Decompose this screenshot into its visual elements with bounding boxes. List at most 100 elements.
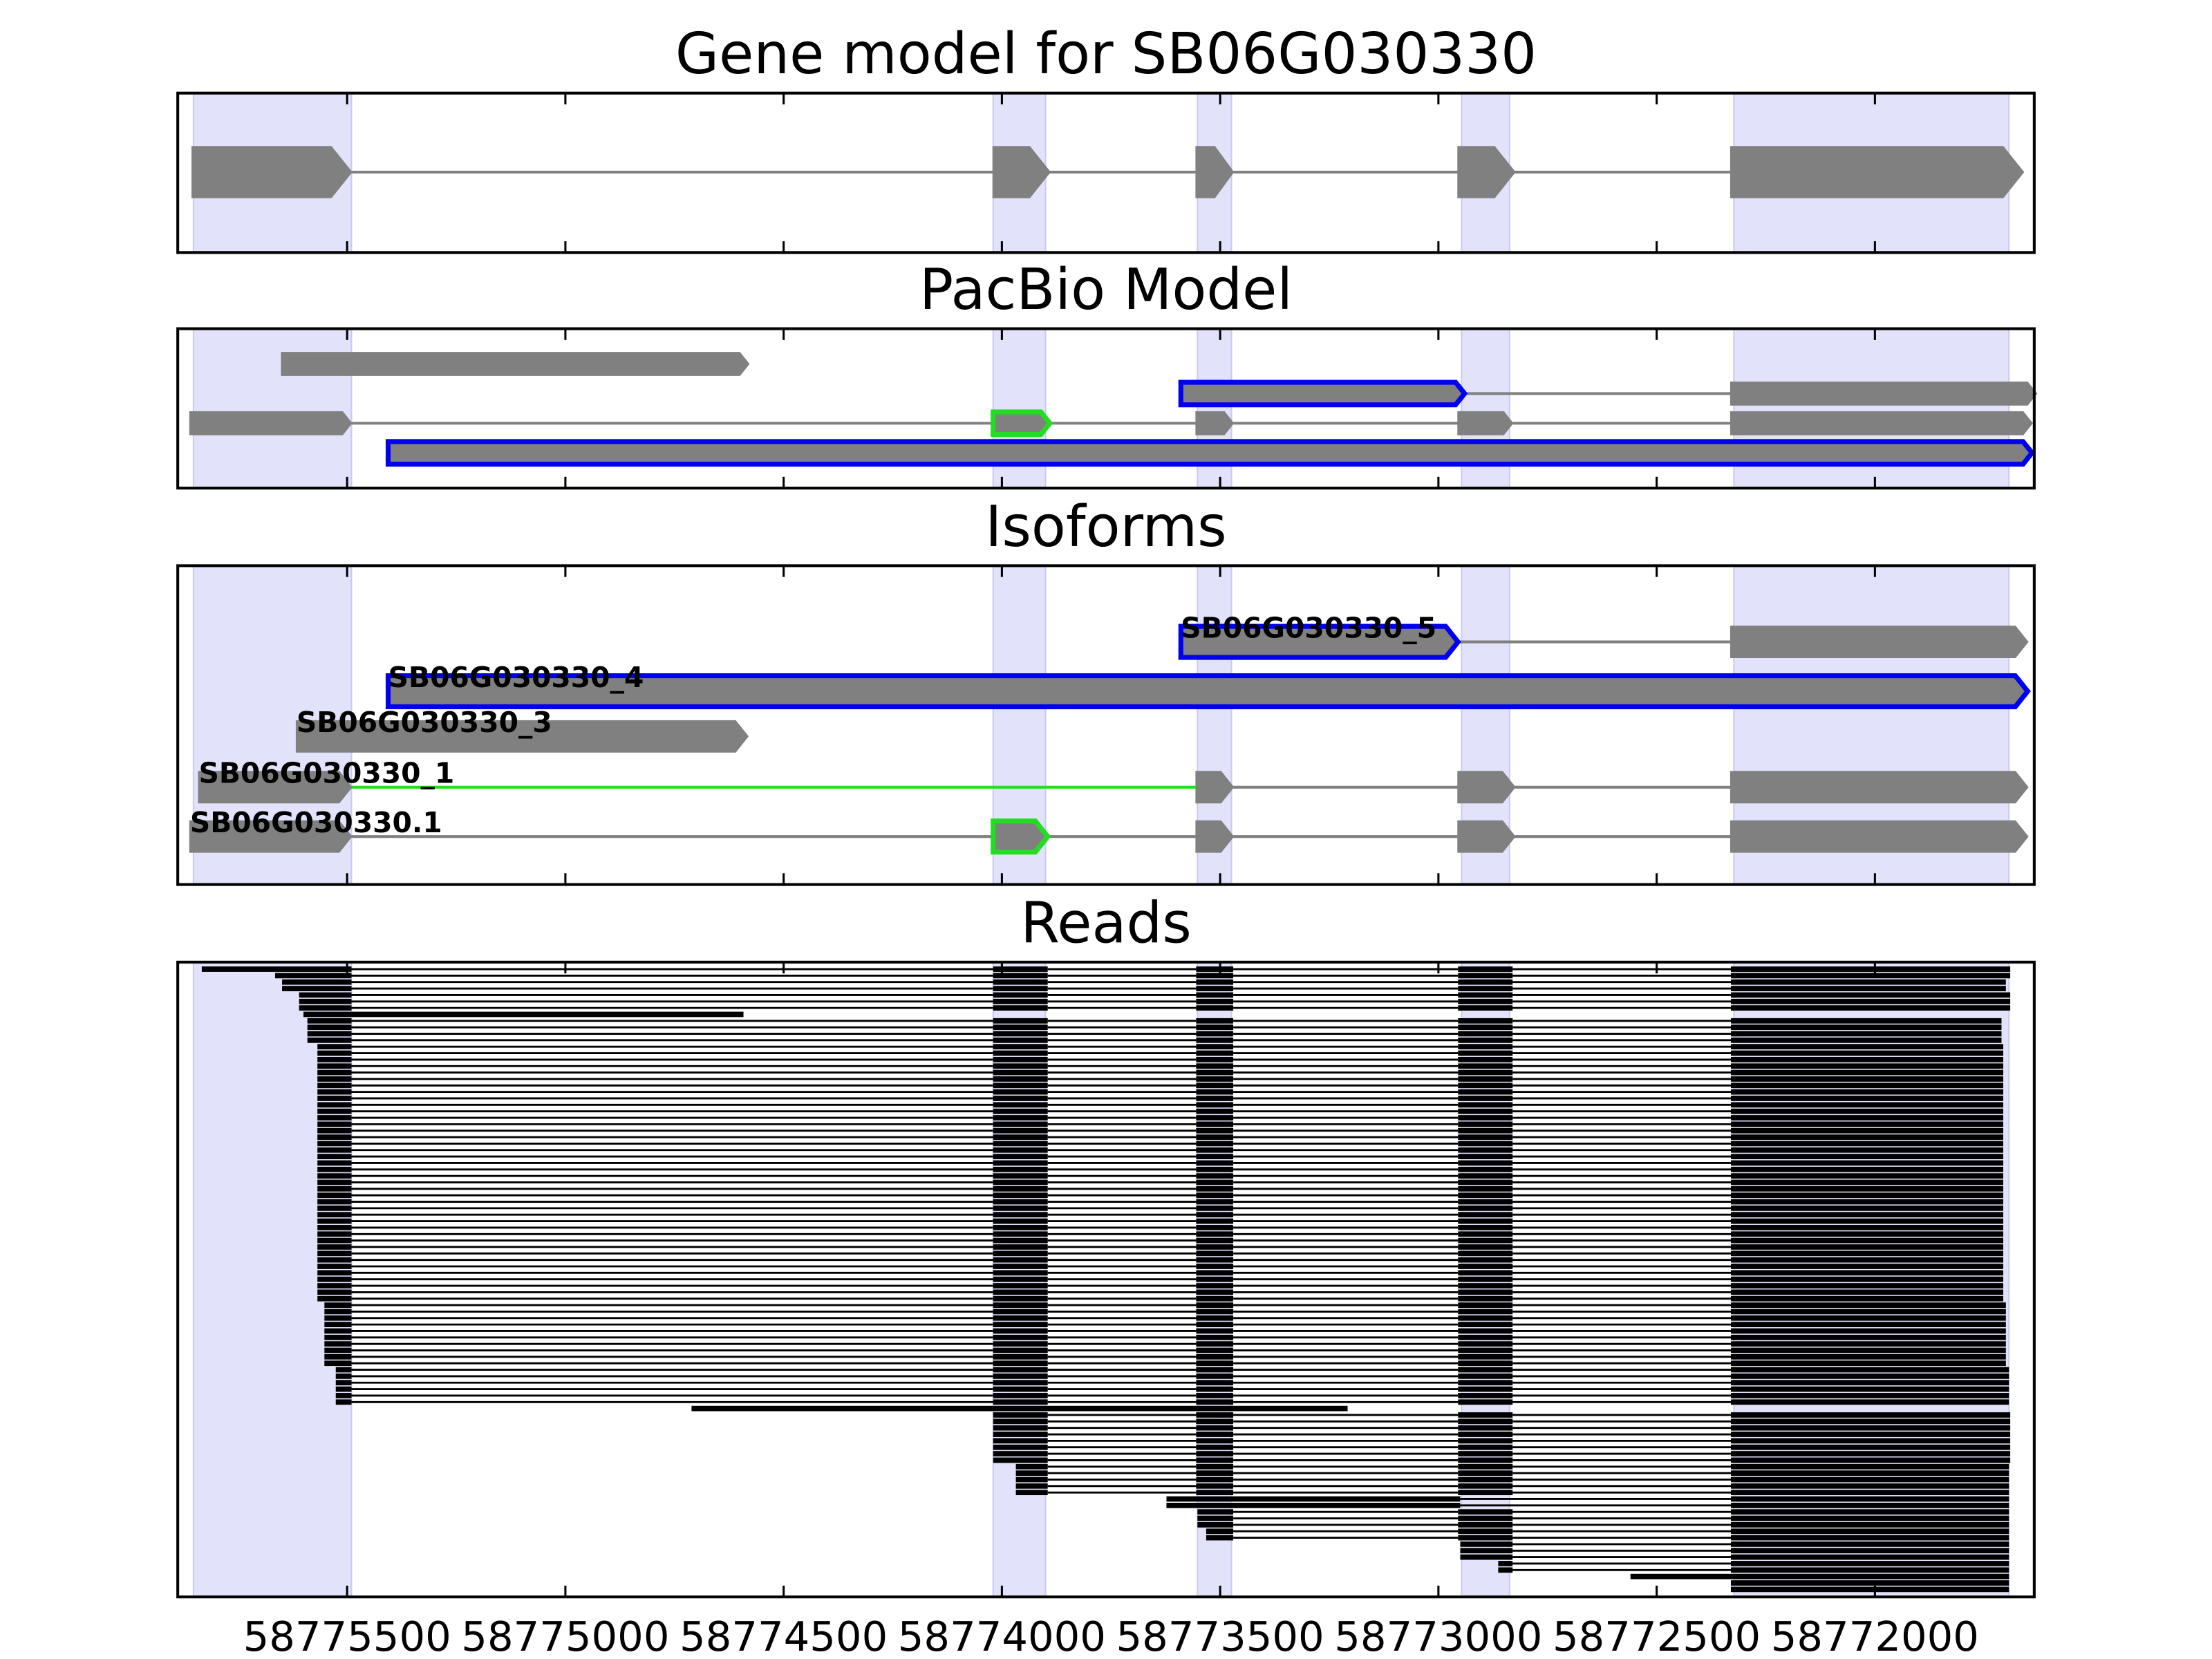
read-exon: [1458, 1166, 1513, 1172]
isoform-label: SB06G030330_5: [1181, 611, 1436, 644]
read-exon: [1196, 1315, 1234, 1321]
read-exon: [1730, 1283, 2004, 1288]
read-exon: [993, 1295, 1048, 1302]
read-exon: [1458, 1283, 1513, 1288]
read-exon: [317, 1270, 352, 1276]
read-exon: [1730, 1108, 2004, 1114]
read-exon: [1730, 1250, 2004, 1257]
read-exon: [1730, 1192, 2004, 1199]
read-exon: [993, 1399, 1048, 1405]
read-exon: [1458, 1444, 1513, 1450]
read-exon: [1196, 1463, 1234, 1470]
read-exon: [1458, 1451, 1513, 1456]
exon: [189, 411, 353, 435]
read-exon: [317, 1102, 352, 1108]
read-exon: [317, 1069, 352, 1076]
read-exon: [317, 1244, 352, 1250]
read-exon: [1196, 1470, 1234, 1476]
read-group: [335, 1367, 2009, 1405]
read-exon: [1196, 1063, 1234, 1069]
read-exon: [1196, 1367, 1234, 1373]
read-exon: [1730, 1044, 2004, 1050]
read-exon: [993, 1057, 1048, 1062]
read-exon: [993, 986, 1048, 991]
read-exon: [993, 1374, 1048, 1379]
read-exon: [1458, 1031, 1513, 1037]
transcript: [385, 439, 2036, 467]
read-exon: [1458, 1231, 1513, 1237]
exon: [1457, 411, 1514, 435]
read-exon: [1458, 1089, 1513, 1095]
read-exon: [993, 1283, 1048, 1288]
read-exon: [1730, 1393, 2009, 1398]
read-exon: [1730, 1535, 2009, 1541]
read-exon: [1458, 1528, 1513, 1535]
read-exon: [1730, 1496, 2009, 1502]
transcript: [281, 352, 750, 376]
read-exon: [1196, 1451, 1234, 1456]
read-exon: [1730, 1380, 2009, 1386]
read-exon: [1196, 992, 1234, 998]
read-exon: [1196, 1250, 1234, 1257]
read-exon: [317, 1264, 352, 1269]
read-exon: [1196, 1166, 1234, 1172]
read-exon: [1196, 973, 1234, 979]
read-exon: [1458, 1206, 1513, 1211]
exon: [992, 146, 1051, 198]
read-exon: [1730, 1425, 2011, 1431]
exon: [1178, 624, 1461, 660]
read-exon: [1458, 1334, 1513, 1340]
read-exon: [1458, 1490, 1513, 1496]
read-exon: [1730, 1154, 2004, 1159]
read-exon: [324, 1353, 352, 1360]
panel-title: Isoforms: [985, 494, 1226, 560]
read-exon: [1730, 1457, 2011, 1463]
read-exon: [1730, 1289, 2004, 1295]
exon: [189, 820, 353, 853]
read-exon: [1196, 1024, 1234, 1031]
read-exon: [1730, 998, 2011, 1004]
transcript: [189, 409, 2034, 438]
panel: PacBio Model: [176, 257, 2038, 490]
read-exon: [1458, 1160, 1513, 1166]
read-exon: [1730, 1057, 2004, 1062]
x-tick-label: 58774000: [898, 1613, 1106, 1659]
read-exon: [993, 1179, 1048, 1185]
read-exon: [324, 1315, 352, 1321]
read-exon: [1730, 1586, 2009, 1593]
read-exon: [317, 1096, 352, 1101]
read-exon: [1458, 973, 1513, 979]
read-exon: [1196, 966, 1234, 972]
read-exon: [1730, 1166, 2004, 1172]
read-exon: [993, 966, 1048, 972]
exon: [1457, 820, 1516, 853]
read-exon: [1196, 1295, 1234, 1302]
read-exon: [1730, 1185, 2004, 1192]
read-exon: [993, 1082, 1048, 1089]
read-group: [1630, 1573, 2009, 1580]
read-exon: [1458, 1353, 1513, 1360]
read-group: [993, 1412, 2011, 1463]
read-exon: [1730, 1270, 2004, 1276]
read-exon: [1196, 1353, 1234, 1360]
read-exon: [1730, 1463, 2009, 1470]
panel-title: Reads: [1020, 890, 1192, 956]
transcript: [1178, 379, 2038, 408]
read-exon: [1458, 1050, 1513, 1056]
read-exon: [1730, 1024, 2002, 1031]
read-exon: [1458, 1199, 1513, 1205]
read-exon: [317, 1218, 352, 1224]
read-exon: [317, 1134, 352, 1140]
panel-frame: [176, 91, 2036, 254]
panel: Isoforms SB06G030330_5 SB06G030330_4 SB06G0…: [176, 494, 2036, 886]
read-exon: [317, 1121, 352, 1127]
read-exon: [1196, 979, 1234, 985]
read-group: [1730, 1580, 2009, 1593]
read-exon: [1196, 1160, 1234, 1166]
read-exon: [1730, 966, 2011, 972]
read-exon: [1730, 1528, 2009, 1535]
read-exon: [1458, 1302, 1513, 1308]
read-exon: [317, 1108, 352, 1114]
read-group: [274, 973, 2011, 979]
read-exon: [1458, 1250, 1513, 1257]
